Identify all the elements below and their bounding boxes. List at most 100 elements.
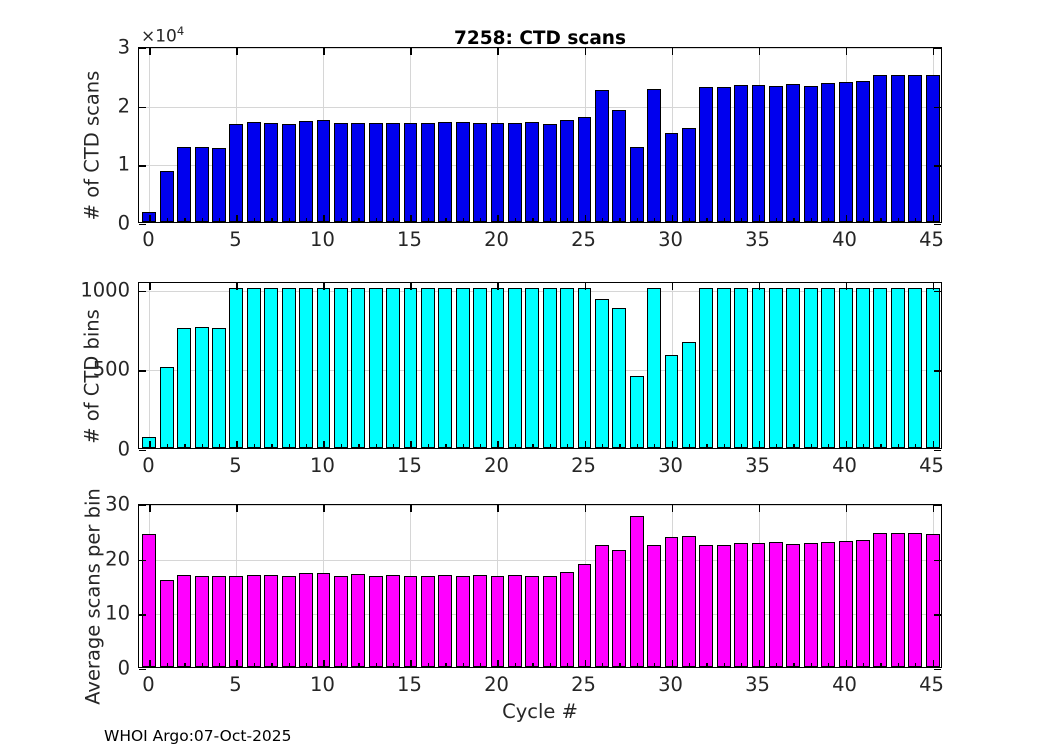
x-axis-tick-label: 35 [745,454,770,477]
y-axis-tick-label: 3 [117,35,130,59]
bar [525,122,540,222]
x-axis-tick-top [845,283,847,290]
x-axis-minor-tick [619,444,621,448]
bar [403,575,418,667]
bar [455,122,470,222]
bar [647,288,662,448]
x-axis-tick [584,660,586,667]
x-axis-tick-label: 25 [571,228,596,251]
x-axis-minor-tick [184,444,186,448]
x-axis-minor-tick [688,444,691,448]
x-axis-tick [497,215,499,222]
bar [838,82,853,222]
x-axis-minor-tick [288,444,290,448]
y-axis-tick-label: 2 [117,94,130,118]
x-axis-minor-tick [775,444,778,448]
bar [716,87,731,222]
x-axis-minor-tick [480,444,482,448]
bar [838,541,853,667]
x-axis-tick-label: 15 [397,228,422,251]
bar [873,288,888,448]
y-axis-tick [139,669,146,671]
bar [908,74,923,222]
x-axis-minor-tick [775,218,778,222]
x-axis-tick-label: 45 [919,228,944,251]
bar [142,212,157,222]
x-axis-minor-tick [514,218,517,222]
bar [159,366,174,448]
x-axis-tick-label: 40 [832,454,857,477]
bar [368,288,383,448]
x-axis-minor-tick [549,444,551,448]
x-axis-minor-tick [514,663,517,667]
x-axis-minor-tick [393,663,395,667]
y-axis-tick-label: 0 [117,211,130,235]
bar [560,288,575,448]
bar [925,288,940,448]
bar [560,120,575,222]
bar [246,574,261,667]
bar [455,288,470,448]
x-axis-tick-top [323,48,325,55]
x-axis-minor-tick [619,218,621,222]
x-axis-minor-tick [427,218,430,222]
x-axis-minor-tick [619,663,621,667]
x-axis-minor-tick [654,663,656,667]
x-axis-minor-tick [184,663,186,667]
bar [333,122,348,222]
bar [699,86,714,222]
bar [438,288,453,448]
bar [681,341,696,448]
x-axis-tick-top [410,48,412,55]
x-axis-minor-tick [462,663,464,667]
x-axis-minor-tick [828,444,830,448]
x-axis-tick-top [149,505,151,512]
bar [142,534,157,667]
x-axis-tick [932,441,934,448]
y-axis-tick-right [934,165,941,167]
footer-credit: WHOI Argo:07-Oct-2025 [104,727,292,745]
x-axis-tick-top [671,505,673,512]
x-axis-minor-tick [358,444,360,448]
x-axis-minor-tick [567,663,569,667]
bar [490,576,505,667]
bar [525,576,540,667]
bar [908,533,923,667]
y-axis-tick-label: 0 [117,437,130,461]
gridline-vertical [149,283,151,448]
x-axis-tick-label: 0 [142,454,155,477]
bar [438,575,453,667]
x-axis-tick-label: 40 [832,228,857,251]
x-axis-minor-tick [706,218,708,222]
x-axis-minor-tick [201,218,203,222]
bar [229,576,244,667]
x-axis-minor-tick [445,663,447,667]
x-axis-minor-tick [688,663,691,667]
bar [577,288,592,448]
x-axis-tick-top [584,283,586,290]
bar [351,122,366,222]
bar [281,124,296,222]
x-axis-minor-tick [723,444,726,448]
x-axis-tick [758,660,760,667]
x-axis-tick-label: 20 [484,673,509,696]
x-axis-tick-label: 5 [229,454,242,477]
x-axis-tick [671,441,673,448]
bar [194,327,209,448]
x-axis-minor-tick [253,444,256,448]
x-axis-minor-tick [253,663,256,667]
bar [507,123,522,222]
bar [873,74,888,222]
y-axis-tick [139,450,146,452]
x-axis-minor-tick [462,444,464,448]
y-axis-tick-right [934,450,941,452]
x-axis-tick-label: 15 [397,454,422,477]
x-axis-minor-tick [654,218,656,222]
x-axis-tick-label: 35 [745,673,770,696]
x-axis-minor-tick [340,444,343,448]
bar [229,123,244,222]
x-axis-tick-label: 45 [919,673,944,696]
bar [890,74,905,222]
x-axis-tick [149,441,151,448]
x-axis-minor-tick [306,218,308,222]
